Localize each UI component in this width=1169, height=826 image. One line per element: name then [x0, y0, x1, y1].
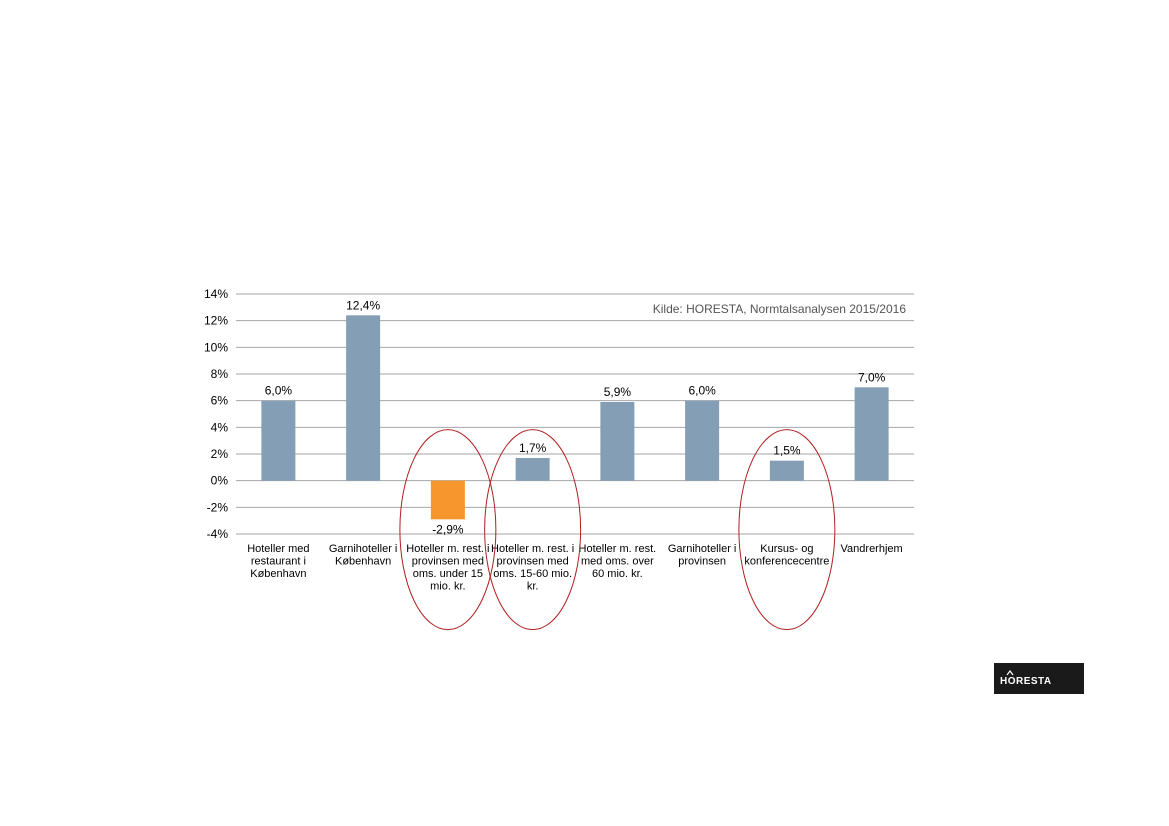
data-label: 6,0% [688, 384, 716, 398]
x-category-label-line: provinsen med [497, 556, 569, 568]
bar [515, 458, 550, 481]
x-category-label-line: 60 mio. kr. [592, 568, 643, 580]
data-label: -2,9% [432, 522, 464, 536]
y-tick-label: 0% [211, 474, 229, 488]
x-category-label-line: kr. [527, 581, 539, 593]
y-tick-label: -2% [207, 500, 229, 514]
y-tick-label: 10% [204, 340, 228, 354]
x-category-label-line: oms. 15-60 mio. [493, 568, 572, 580]
x-category-label: Garnihoteller i København [329, 543, 397, 568]
bar [430, 480, 465, 520]
x-category-label: Hoteller m. rest. med oms. over 60 mio. kr… [579, 543, 657, 580]
x-category-label-line: provinsen med [412, 556, 484, 568]
x-category-label-line: med oms. over [581, 556, 654, 568]
y-axis-tick-labels: 14% 12% 10% 8% 6% 4% 2% 0% -2% -4% [204, 287, 228, 541]
x-category-label-line: Kursus- og [760, 543, 813, 555]
x-category-label-line: oms. under 15 [413, 568, 483, 580]
data-label: 12,4% [346, 298, 380, 312]
x-category-label: Kursus- og konferencecentre [744, 543, 829, 568]
x-category-label-line: Garnihoteller i [329, 543, 397, 555]
y-tick-label: 12% [204, 314, 228, 328]
x-category-label-line: provinsen [678, 556, 726, 568]
data-labels: 6,0% 12,4% -2,9% 1,7% 5,9% 6,0% 1,5% 7,0% [265, 298, 886, 536]
bars [261, 315, 889, 520]
highlight-ellipse [484, 429, 582, 631]
x-category-label: Garnihoteller i provinsen [668, 543, 736, 568]
x-category-label-line: Hoteller m. rest. i [491, 543, 574, 555]
source-annotation: Kilde: HORESTA, Normtalsanalysen 2015/20… [653, 302, 907, 316]
bar [261, 400, 296, 481]
x-axis-category-labels: Hoteller med restaurant i KøbenhavnGarniho… [247, 543, 903, 593]
y-tick-label: 6% [211, 394, 229, 408]
y-tick-label: 4% [211, 420, 229, 434]
y-tick-label: 8% [211, 367, 229, 381]
x-category-label: Hoteller med restaurant i København [247, 543, 309, 580]
highlight-ellipses [399, 429, 836, 631]
bar [600, 402, 635, 481]
bar [854, 387, 889, 481]
data-label: 7,0% [858, 370, 886, 384]
x-category-label-line: København [335, 556, 391, 568]
logo-roof-icon [1006, 670, 1014, 676]
x-category-label: Hoteller m. rest. i provinsen med oms. und… [406, 543, 489, 593]
highlight-ellipse [738, 429, 836, 631]
gridlines [236, 293, 914, 535]
x-category-label-line: konferencecentre [744, 556, 829, 568]
x-category-label-line: Garnihoteller i [668, 543, 736, 555]
x-category-label-line: Hoteller m. rest. i [406, 543, 489, 555]
bar [769, 460, 804, 481]
x-category-label-line: Hoteller med [247, 543, 309, 555]
x-category-label: Vandrerhjem [841, 543, 903, 555]
data-label: 1,5% [773, 444, 801, 458]
horesta-logo: HORESTA [994, 663, 1084, 694]
bar [346, 315, 381, 481]
x-category-label-line: mio. kr. [430, 581, 465, 593]
data-label: 1,7% [519, 441, 547, 455]
x-category-label: Hoteller m. rest. i provinsen med oms. 15-… [491, 543, 574, 593]
horesta-logo-mark: HORESTA [1000, 670, 1052, 687]
x-category-label-line: København [250, 568, 306, 580]
y-tick-label: -4% [207, 527, 229, 541]
x-category-label-line: restaurant i [251, 556, 306, 568]
y-tick-label: 14% [204, 287, 228, 301]
x-category-label-line: Vandrerhjem [841, 543, 903, 555]
logo-text: HORESTA [1000, 676, 1052, 687]
x-category-label-line: Hoteller m. rest. [579, 543, 657, 555]
bar [685, 400, 720, 481]
y-tick-label: 2% [211, 447, 229, 461]
data-label: 6,0% [265, 384, 293, 398]
data-label: 5,9% [604, 385, 632, 399]
highlight-ellipse [399, 429, 497, 631]
